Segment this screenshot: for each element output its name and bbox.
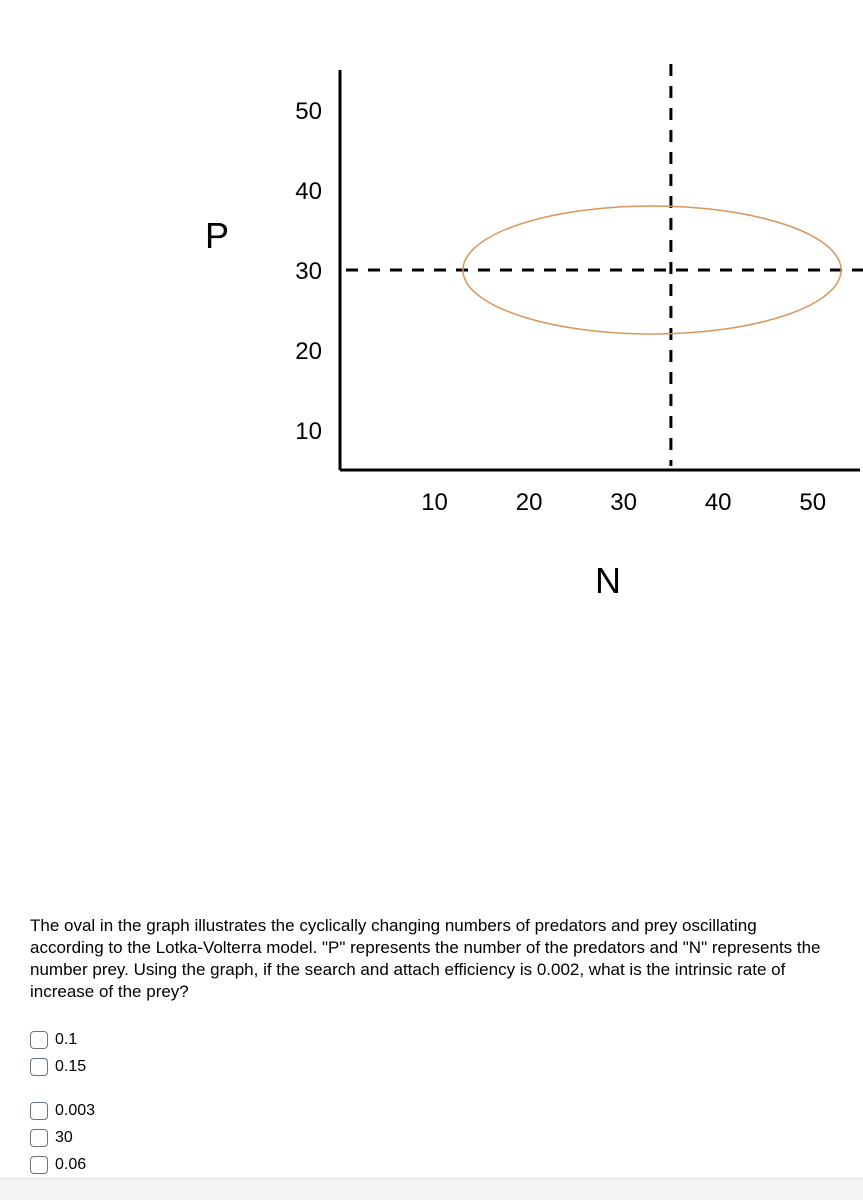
question-text: The oval in the graph illustrates the cy…	[30, 915, 830, 1003]
answer-option[interactable]: 0.06	[30, 1156, 830, 1174]
svg-text:30: 30	[610, 489, 637, 516]
answer-label: 0.15	[55, 1058, 86, 1076]
checkbox-icon[interactable]	[30, 1031, 48, 1049]
svg-text:40: 40	[705, 489, 732, 516]
bottom-bar	[0, 1178, 863, 1200]
svg-text:40: 40	[295, 178, 322, 205]
answer-label: 0.06	[55, 1156, 86, 1174]
answer-list: 0.1 0.15 0.003 30 0.06	[30, 1031, 830, 1183]
y-axis-title: P	[205, 215, 229, 257]
checkbox-icon[interactable]	[30, 1129, 48, 1147]
answer-option[interactable]: 30	[30, 1129, 830, 1147]
svg-text:10: 10	[295, 418, 322, 445]
svg-text:50: 50	[295, 98, 322, 125]
svg-text:20: 20	[295, 338, 322, 365]
checkbox-icon[interactable]	[30, 1156, 48, 1174]
checkbox-icon[interactable]	[30, 1058, 48, 1076]
chart-svg: 10 20 30 40 50 10 20 30 40 50	[20, 30, 863, 540]
phase-plane-chart: 10203040501020304050 P N	[20, 30, 840, 590]
svg-text:30: 30	[295, 258, 322, 285]
answer-label: 0.003	[55, 1102, 95, 1120]
x-axis-title: N	[595, 560, 621, 602]
answer-label: 30	[55, 1129, 73, 1147]
svg-text:20: 20	[516, 489, 543, 516]
answer-option[interactable]: 0.1	[30, 1031, 830, 1049]
page-root: 10 20 30 40 50 10 20 30 40 50 P N The oval in the…	[0, 0, 863, 1200]
answer-label: 0.1	[55, 1031, 77, 1049]
answer-option[interactable]: 0.15	[30, 1058, 830, 1076]
svg-text:50: 50	[799, 489, 826, 516]
question-block: The oval in the graph illustrates the cy…	[30, 915, 830, 1183]
checkbox-icon[interactable]	[30, 1102, 48, 1120]
svg-text:10: 10	[421, 489, 448, 516]
answer-option[interactable]: 0.003	[30, 1102, 830, 1120]
